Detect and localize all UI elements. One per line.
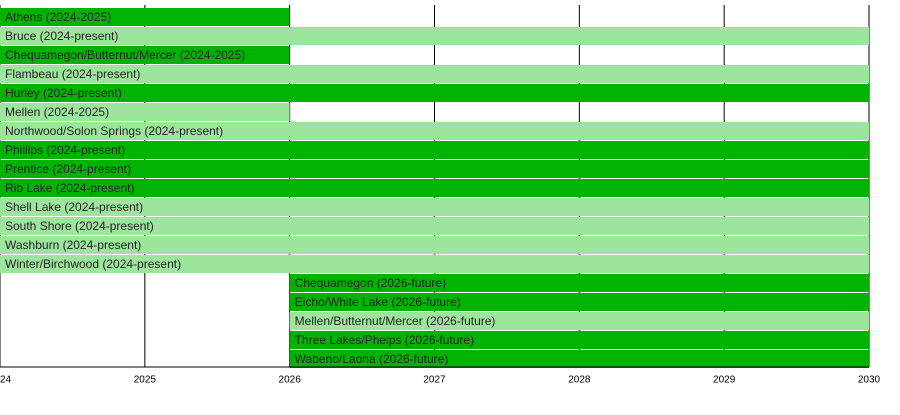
- timeline-bar: [289, 293, 870, 311]
- x-tick-label: 2029: [713, 375, 736, 386]
- bar-label: Prentice (2024-present): [5, 162, 131, 176]
- timeline-bar: [0, 255, 869, 273]
- timeline-bar: [0, 46, 290, 64]
- timeline-bar: [0, 122, 869, 140]
- bar-label: Chequamegon/Butternut/Mercer (2024-2025): [5, 48, 245, 62]
- bar-label: Eicho/White Lake (2026-future): [295, 295, 461, 309]
- timeline-bar: [289, 312, 870, 330]
- timeline-bar: [289, 274, 870, 292]
- bar-label: Bruce (2024-present): [5, 29, 118, 43]
- timeline-bar: [0, 27, 869, 45]
- x-tick-label: 2028: [568, 375, 591, 386]
- x-tick-label: 2026: [279, 375, 302, 386]
- bar-label: Northwood/Solon Springs (2024-present): [5, 124, 223, 138]
- x-tick-label: 2025: [134, 375, 157, 386]
- timeline-bar: [0, 236, 869, 254]
- bar-label: Chequamegon (2026-future): [295, 276, 446, 290]
- timeline-bar: [0, 217, 869, 235]
- bar-label: Washburn (2024-present): [5, 238, 141, 252]
- timeline-bar: [0, 141, 869, 159]
- timeline-bar: [0, 8, 290, 26]
- bar-label: Rib Lake (2024-present): [5, 181, 134, 195]
- timeline-bar: [0, 65, 869, 83]
- timeline-bar: [0, 103, 290, 121]
- timeline-bar: [289, 350, 870, 368]
- bar-label: Flambeau (2024-present): [5, 67, 140, 81]
- bar-label: Mellen (2024-2025): [5, 105, 109, 119]
- x-tick-label: 2027: [423, 375, 446, 386]
- bar-label: Winter/Birchwood (2024-present): [5, 257, 181, 271]
- bar-label: Hurley (2024-present): [5, 86, 122, 100]
- timeline-bar: [0, 198, 869, 216]
- bar-label: South Shore (2024-present): [5, 219, 154, 233]
- x-tick-label: 2030: [858, 375, 881, 386]
- bar-label: Shell Lake (2024-present): [5, 200, 143, 214]
- bar-label: Wabeno/Laona (2026-future): [295, 352, 449, 366]
- timeline-bar: [0, 179, 869, 197]
- bar-label: Athens (2024-2025): [5, 10, 111, 24]
- x-tick-label: 2024: [0, 375, 12, 386]
- bar-label: Mellen/Butternut/Mercer (2026-future): [295, 314, 496, 328]
- bar-label: Phillips (2024-present): [5, 143, 125, 157]
- bar-label: Three Lakes/Phelps (2026-future): [295, 333, 474, 347]
- timeline-bar: [0, 84, 869, 102]
- timeline-bar: [0, 160, 869, 178]
- timeline-bar: [289, 331, 870, 349]
